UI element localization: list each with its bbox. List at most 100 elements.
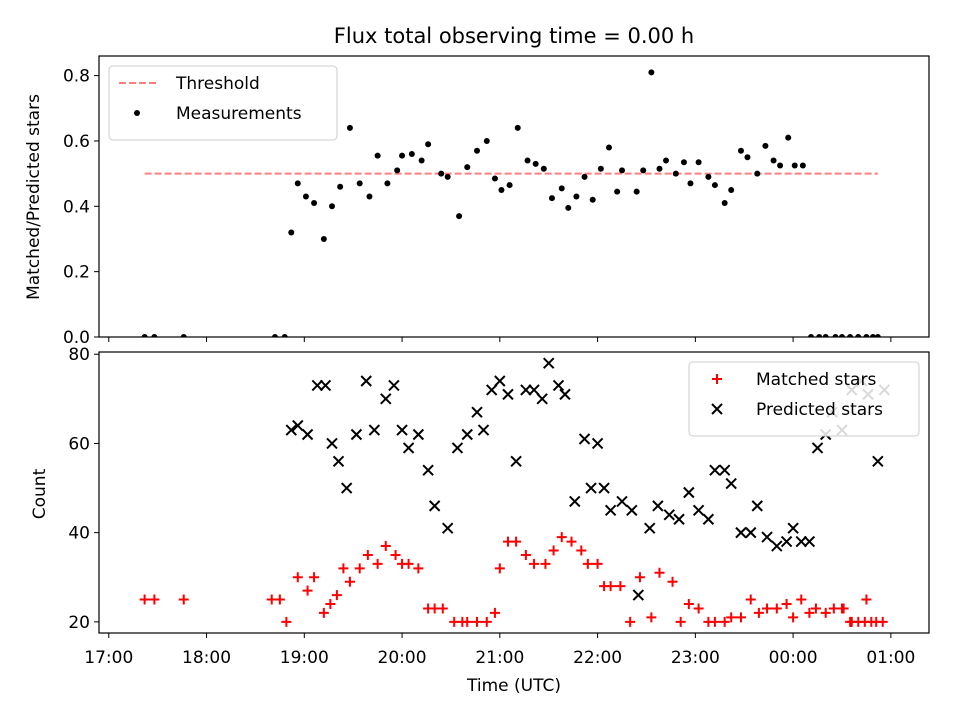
matched-star-point [762,603,773,614]
measurement-point [540,165,547,172]
top-legend: Threshold Measurements [108,65,338,141]
matched-star-point [372,558,383,569]
predicted-star-point [569,495,581,508]
legend-measurement-swatch [134,110,140,116]
matched-star-point [318,607,329,618]
matched-star-point [859,616,870,627]
matched-star-point [529,558,540,569]
predicted-star-point [542,357,555,369]
matched-star-point [683,599,694,610]
matched-star-point [338,563,349,574]
predicted-star-point [485,384,498,396]
matched-star-point [582,558,593,569]
measurement-point [640,167,647,174]
measurement-point [464,164,471,171]
predicted-star-point [795,535,807,548]
matched-star-point [753,607,764,618]
measurement-point [705,173,712,180]
matched-star-point [877,616,888,627]
top-ytick-label: 0.6 [63,132,90,152]
measurement-point [498,186,505,193]
matched-star-point [634,572,645,583]
predicted-star-point [652,500,664,512]
top-ytick-label: 0.0 [63,328,90,348]
predicted-star-point [626,504,638,517]
matched-star-point [804,607,815,618]
measurement-point [614,188,621,195]
measurement-point [311,200,318,207]
measurement-point [680,159,687,166]
measurement-point [288,229,295,236]
measurement-point [328,203,335,210]
top-panel-ylabel: Matched/Predicted stars [24,94,44,300]
matched-star-point [726,612,737,623]
predicted-star-point [471,406,483,418]
matched-star-point [489,607,500,618]
bottom-xtick-label: 21:00 [475,648,524,668]
predicted-star-point [461,428,473,441]
predicted-star-point [604,504,617,517]
measurement-point [656,165,663,172]
predicted-star-point [477,424,490,436]
matched-star-point [462,616,473,627]
measurement-point [320,235,327,242]
matched-star-point [615,581,626,592]
measurement-point [573,193,580,200]
measurement-point [728,186,735,193]
measurement-point [356,180,363,187]
matched-star-point [403,558,414,569]
predicted-star-point [872,455,884,467]
matched-star-point [745,594,756,605]
measurement-point [180,334,187,337]
bottom-panel: 17:00 18:00 19:00 20:00 21:00 22:00 23:00 00:00… [68,345,930,668]
measurement-point [374,152,381,159]
legend-label: Threshold [175,74,260,94]
predicted-star-point [709,464,721,476]
predicted-star-point [350,428,363,441]
bottom-legend: Matched stars Predicted stars [688,361,920,437]
predicted-star-point [616,495,628,508]
matched-star-point [149,594,160,605]
measurement-point [438,170,445,177]
bottom-panel-xlabel: Time (UTC) [466,676,561,696]
predicted-star-point [402,442,415,454]
measurement-point [394,167,401,174]
bottom-xtick-label: 23:00 [671,648,720,668]
predicted-star-point [692,504,705,517]
matched-star-point [667,576,678,587]
measurement-point [346,124,353,131]
predicted-star-point [292,419,304,432]
top-panel: 0.0 0.2 0.4 0.6 0.8 Threshold Measurements [63,55,930,348]
predicted-star-point [735,526,747,539]
predicted-star-point [311,379,324,392]
matched-star-point [302,585,313,596]
predicted-star-point [380,393,392,405]
predicted-star-point [552,379,565,392]
legend-box [688,361,920,437]
predicted-star-point [494,375,506,387]
bottom-xtick-label: 20:00 [378,648,427,668]
predicted-star-point [751,500,763,512]
measurement-point [337,183,344,190]
measurement-point [754,170,761,177]
matched-star-point [566,536,577,547]
predicted-star-point [585,482,597,494]
predicted-star-point [368,424,381,436]
predicted-star-point [301,428,314,441]
measurement-point [399,152,406,159]
matched-star-point [709,616,720,627]
predicted-star-point [388,379,400,392]
matched-star-point [362,549,373,560]
measurement-point [619,167,626,174]
measurement-point [506,182,513,189]
top-data [141,69,881,337]
predicted-star-point [326,437,338,450]
predicted-star-point [502,388,514,401]
legend-predicted-swatch [711,403,723,415]
measurement-point [532,160,539,167]
matched-star-point [675,616,686,627]
chart-title: Flux total observing time = 0.00 h [334,24,694,48]
predicted-star-point [451,442,464,454]
bottom-xtick-label: 22:00 [573,648,622,668]
bottom-ytick-label: 60 [68,434,90,454]
